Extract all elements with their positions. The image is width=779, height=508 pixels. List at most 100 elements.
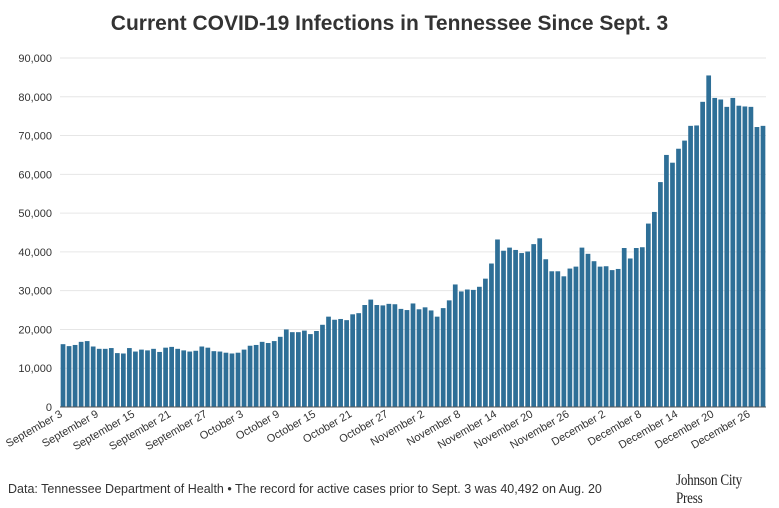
bar [247, 345, 253, 407]
bar [102, 348, 108, 407]
bar [428, 310, 434, 407]
publisher-logo: Johnson City Press [676, 472, 742, 507]
bar [410, 303, 416, 407]
bar [223, 352, 229, 407]
bar [314, 331, 319, 407]
bar [700, 101, 705, 407]
bar [145, 350, 150, 407]
bar [718, 99, 724, 408]
bar [193, 350, 199, 407]
bar [90, 346, 96, 407]
bar [555, 271, 561, 407]
y-tick-label: 70,000 [18, 131, 52, 143]
bar [235, 352, 241, 407]
bar [537, 238, 543, 407]
bar [519, 253, 524, 407]
y-tick-label: 60,000 [18, 169, 52, 181]
bar [597, 266, 603, 407]
bar [121, 353, 126, 407]
bar [217, 351, 223, 407]
bar [724, 106, 730, 408]
bar [730, 97, 736, 407]
bar [66, 346, 72, 407]
bar [344, 320, 349, 407]
y-tick-label: 20,000 [18, 324, 52, 336]
bar [489, 263, 494, 407]
bar [664, 154, 669, 407]
bar [464, 289, 470, 407]
bar [694, 125, 699, 407]
bar [338, 318, 343, 407]
y-axis-labels: 0 10,000 20,000 30,000 40,000 50,000 60,000 70,… [18, 53, 52, 414]
bar [296, 332, 301, 407]
bar [645, 223, 651, 407]
y-tick-label: 10,000 [18, 363, 52, 375]
bar [241, 349, 247, 407]
bar [682, 140, 687, 407]
bar [416, 309, 422, 407]
bar [308, 334, 313, 407]
bar [525, 251, 531, 407]
y-tick-label: 40,000 [18, 247, 52, 259]
bar [501, 250, 506, 407]
bar [652, 211, 657, 407]
bar [356, 313, 362, 407]
source-note: Data: Tennessee Department of Health • T… [8, 482, 602, 496]
bar [422, 307, 428, 407]
y-tick-label: 50,000 [18, 208, 52, 220]
bar [96, 348, 102, 407]
bar-chart: 0 10,000 20,000 30,000 40,000 50,000 60,000 70,… [4, 53, 766, 453]
bar [579, 247, 585, 407]
bar [127, 348, 132, 407]
bar [271, 341, 277, 407]
y-tick-label: 30,000 [18, 286, 52, 298]
bar [163, 347, 168, 407]
bar [259, 341, 265, 407]
bar [78, 341, 84, 407]
bar [175, 348, 181, 407]
bar [326, 316, 331, 407]
bar [404, 310, 410, 407]
bar [398, 308, 404, 407]
bar [289, 332, 295, 407]
bar [688, 125, 693, 408]
bar [368, 299, 374, 407]
bar [658, 182, 663, 407]
bar [380, 305, 386, 407]
bar [139, 349, 144, 407]
bar [603, 266, 609, 407]
bars [60, 75, 766, 408]
bar [229, 353, 235, 407]
bar [283, 329, 289, 407]
bar [302, 330, 307, 407]
bar [211, 351, 217, 407]
bar [591, 261, 597, 407]
bar [736, 105, 742, 407]
bar [573, 266, 579, 407]
chart-title: Current COVID-19 Infections in Tennessee… [110, 12, 669, 35]
bar [108, 348, 114, 407]
bar [470, 289, 476, 407]
bar [712, 97, 718, 407]
bar [561, 276, 567, 407]
bar [157, 351, 162, 407]
bar [483, 278, 488, 407]
bar [507, 247, 512, 407]
bar [114, 353, 120, 407]
bar [543, 259, 549, 407]
bar [320, 324, 325, 407]
y-tick-label: 90,000 [18, 53, 52, 65]
bar [458, 291, 464, 407]
bar [549, 271, 555, 407]
bar [205, 347, 211, 407]
bar [133, 351, 138, 407]
bar [386, 303, 392, 407]
bar [615, 268, 621, 407]
bar [513, 249, 518, 407]
bar [199, 346, 205, 407]
bar [609, 270, 615, 407]
bar [169, 346, 174, 407]
bar [676, 148, 681, 408]
bar [253, 344, 259, 407]
bar [452, 284, 458, 407]
